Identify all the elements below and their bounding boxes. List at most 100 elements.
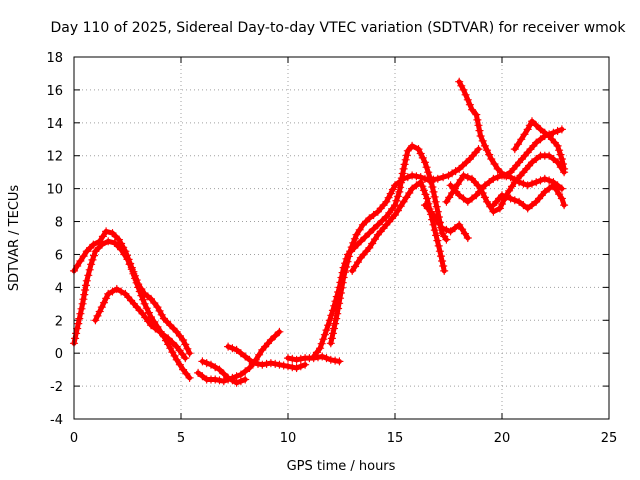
data-point-marker (185, 349, 194, 358)
data-point-marker (353, 258, 362, 267)
data-point-marker (405, 188, 414, 198)
data-point-marker (393, 206, 402, 215)
data-point-marker (412, 181, 421, 190)
data-point-marker (422, 163, 431, 172)
data-point-marker (455, 191, 464, 200)
data-point-marker (236, 377, 245, 386)
data-point-marker (515, 178, 524, 187)
x-tick-label: 20 (494, 431, 511, 446)
series-track-8 (309, 141, 451, 361)
data-point-marker (463, 95, 472, 104)
data-point-marker (169, 324, 178, 333)
data-point-marker (527, 179, 537, 188)
data-point-marker (402, 193, 411, 202)
data-point-marker (420, 174, 430, 183)
data-point-marker (352, 230, 361, 239)
y-tick-label: 12 (46, 150, 63, 165)
data-point-marker (523, 125, 532, 134)
data-point-marker (532, 138, 541, 147)
y-tick-label: -2 (50, 380, 63, 395)
data-point-marker (347, 243, 356, 252)
data-point-marker (419, 186, 428, 195)
data-point-marker (442, 235, 451, 244)
data-point-marker (429, 210, 438, 220)
data-point-marker (241, 375, 250, 384)
data-point-marker (365, 214, 374, 223)
x-tick-label: 15 (387, 431, 404, 446)
series-track-16 (489, 181, 569, 213)
data-point-marker (164, 334, 173, 343)
data-point-marker (373, 220, 382, 229)
data-point-marker (288, 354, 297, 363)
data-point-marker (172, 342, 181, 351)
data-point-marker (455, 77, 464, 86)
data-point-marker (80, 290, 89, 299)
data-point-marker (365, 229, 374, 238)
gridlines (74, 57, 609, 419)
data-point-marker (333, 309, 342, 318)
data-point-marker (450, 224, 459, 233)
data-point-marker (198, 372, 207, 381)
x-axis-label: GPS time / hours (287, 459, 396, 474)
data-point-marker (168, 338, 177, 347)
data-point-marker (224, 342, 233, 351)
data-point-marker (520, 130, 529, 139)
series-track-1 (69, 227, 194, 358)
data-point-marker (442, 197, 451, 206)
data-point-marker (150, 298, 159, 308)
data-point-marker (141, 313, 150, 322)
series-track-14 (455, 77, 566, 180)
data-point-marker (328, 306, 337, 315)
data-point-marker (432, 231, 441, 240)
data-point-marker (79, 295, 88, 304)
data-point-marker (325, 316, 334, 325)
data-point-marker (181, 340, 190, 349)
data-point-marker (560, 201, 569, 210)
data-point-marker (340, 268, 349, 277)
data-point-marker (71, 334, 80, 343)
data-point-marker (495, 204, 504, 213)
y-tick-label: 4 (55, 281, 63, 296)
data-point-marker (275, 327, 284, 336)
data-point-marker (431, 197, 440, 206)
data-point-marker (384, 193, 393, 202)
data-point-marker (435, 247, 444, 256)
data-point-marker (523, 204, 532, 213)
data-point-marker (370, 235, 380, 244)
data-point-marker (463, 173, 472, 182)
data-point-marker (398, 169, 407, 178)
data-point-marker (476, 131, 485, 141)
data-point-marker (432, 202, 441, 211)
data-point-marker (382, 212, 391, 221)
data-point-marker (326, 355, 335, 364)
data-point-marker (395, 187, 404, 196)
data-point-marker (392, 196, 401, 205)
data-point-marker (487, 154, 496, 164)
data-point-marker (202, 359, 211, 368)
series-track-5 (198, 357, 250, 387)
data-point-marker (480, 141, 489, 150)
data-point-marker (194, 368, 203, 377)
series-track-15 (510, 117, 569, 173)
data-point-marker (322, 354, 331, 363)
axis-ticks: -4 -2 0 2 4 6 8 10 12 14 16 18 0 5 10 15 20 25 (46, 51, 617, 446)
data-point-marker (429, 187, 438, 196)
data-point-marker (408, 141, 417, 150)
data-point-marker (545, 184, 554, 193)
data-point-marker (318, 352, 327, 361)
data-point-marker (132, 278, 141, 287)
data-point-marker (292, 363, 301, 373)
data-point-marker (556, 150, 565, 159)
data-point-marker (228, 376, 237, 385)
data-point-marker (112, 284, 121, 294)
data-point-marker (82, 276, 91, 285)
data-point-marker (490, 159, 499, 169)
data-point-marker (175, 360, 184, 369)
data-point-marker (402, 151, 411, 160)
data-point-marker (332, 314, 341, 323)
data-point-marker (88, 255, 97, 264)
data-point-marker (360, 233, 370, 242)
data-point-marker (425, 176, 434, 185)
data-point-marker (553, 126, 562, 136)
data-point-marker (324, 321, 333, 330)
